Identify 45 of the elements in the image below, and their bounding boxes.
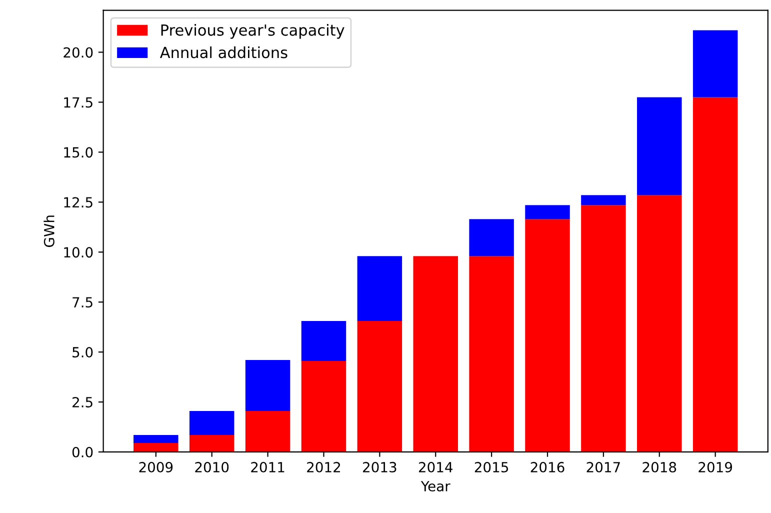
bar [134,434,178,443]
bar [357,256,402,322]
y-tick-label: 0.0 [72,446,93,458]
y-tick-label: 10.0 [64,247,93,258]
bar [581,195,626,206]
bar [189,410,234,435]
x-tick-label: 2019 [698,462,732,472]
bar [469,256,514,452]
bar [692,30,738,98]
bar [581,205,626,452]
bar [245,360,290,411]
x-tick-label: 2016 [530,462,564,472]
x-tick-label: 2010 [195,462,229,472]
legend-label: Previous year's capacity [161,24,344,39]
bar [134,442,178,452]
y-tick-label: 12.5 [64,197,92,208]
x-tick-label: 2013 [363,462,396,472]
x-tick-label: 2011 [251,462,284,472]
bar [692,97,738,452]
y-tick-label: 5.0 [72,346,93,358]
x-axis-title: Year [420,481,450,492]
x-tick-label: 2018 [642,462,676,472]
bar [301,321,346,362]
bar [637,97,682,196]
y-tick-label: 20.0 [64,47,93,58]
y-tick-label: 17.5 [64,97,92,108]
y-tick-label: 2.5 [72,396,92,408]
legend-label: Annual additions [160,46,288,58]
y-tick-label: 7.5 [72,297,92,308]
x-tick-label: 2009 [139,462,173,472]
y-axis-title: GWh [44,216,54,247]
bar [637,195,682,452]
bar [245,410,290,452]
bar [413,256,458,452]
bar [469,219,514,256]
x-tick-label: 2014 [418,462,453,472]
bar [189,434,234,452]
bar [357,321,402,452]
bar [301,361,346,452]
x-tick-label: 2012 [307,462,340,472]
y-tick-label: 15.0 [64,147,93,158]
bar [525,205,570,220]
x-tick-label: 2015 [474,462,508,472]
bar [525,219,570,452]
x-tick-label: 2017 [586,462,620,472]
